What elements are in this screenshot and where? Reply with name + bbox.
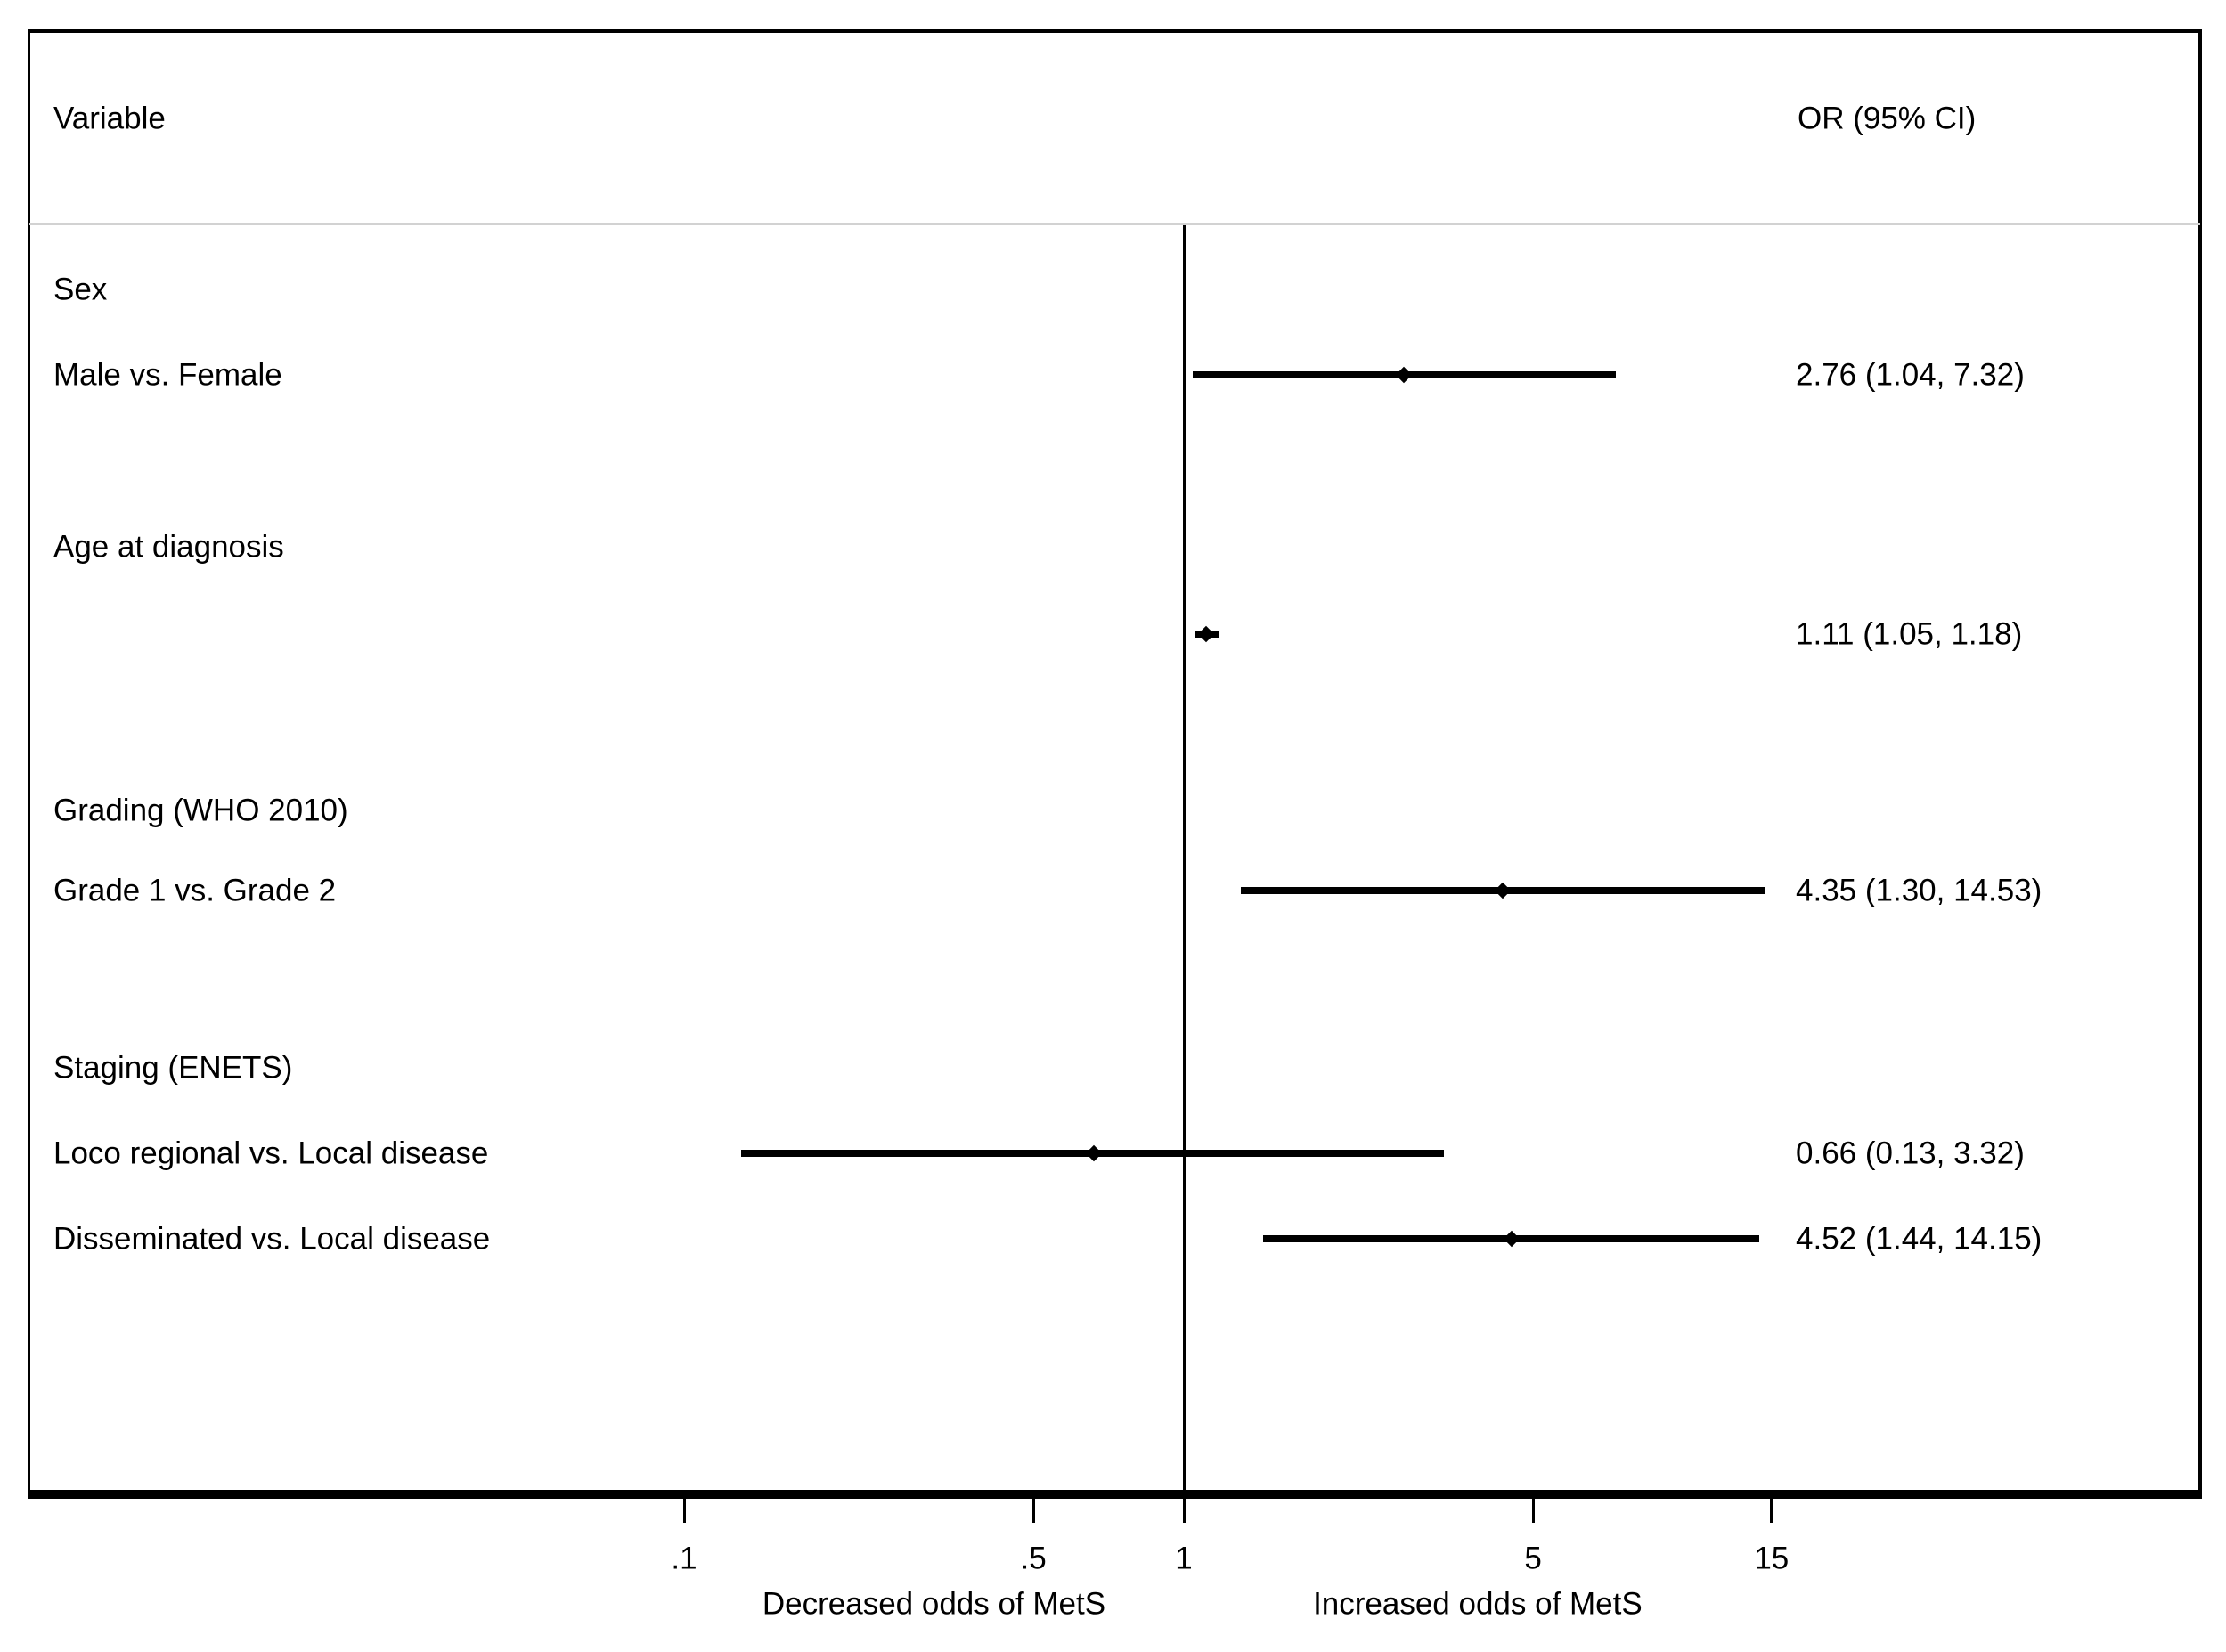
reference-line-or-1 — [1182, 225, 1186, 1490]
row-label: Loco regional vs. Local disease — [53, 1135, 489, 1171]
axis-label-decreased-odds: Decreased odds of MetS — [762, 1586, 1106, 1622]
column-header-or-ci: OR (95% CI) — [1798, 101, 1977, 136]
or-ci-value: 2.76 (1.04, 7.32) — [1796, 357, 2025, 393]
row-label: Disseminated vs. Local disease — [53, 1221, 491, 1257]
axis-label-increased-odds: Increased odds of MetS — [1313, 1586, 1643, 1622]
row-label: Male vs. Female — [53, 357, 282, 393]
header-divider-line — [29, 223, 2200, 225]
axis-tick-mark — [1031, 1499, 1035, 1523]
axis-tick-label: 5 — [1524, 1541, 1542, 1576]
group-label: Staging (ENETS) — [53, 1050, 293, 1086]
axis-tick-label: .5 — [1020, 1541, 1047, 1576]
group-label: Age at diagnosis — [53, 529, 284, 565]
axis-tick-mark — [682, 1499, 686, 1523]
plot-border-box — [28, 29, 2202, 1499]
axis-tick-mark — [1770, 1499, 1773, 1523]
group-label: Grading (WHO 2010) — [53, 793, 348, 828]
or-ci-value: 4.52 (1.44, 14.15) — [1796, 1221, 2043, 1257]
axis-tick-mark — [1182, 1499, 1186, 1523]
group-label: Sex — [53, 272, 108, 307]
or-ci-value: 1.11 (1.05, 1.18) — [1796, 616, 2023, 652]
row-label: Grade 1 vs. Grade 2 — [53, 873, 337, 908]
axis-tick-label: .1 — [671, 1541, 697, 1576]
or-ci-value: 0.66 (0.13, 3.32) — [1796, 1135, 2025, 1171]
column-header-variable: Variable — [53, 101, 166, 136]
axis-tick-mark — [1531, 1499, 1535, 1523]
or-ci-value: 4.35 (1.30, 14.53) — [1796, 873, 2043, 908]
axis-tick-label: 15 — [1754, 1541, 1790, 1576]
axis-tick-label: 1 — [1175, 1541, 1193, 1576]
